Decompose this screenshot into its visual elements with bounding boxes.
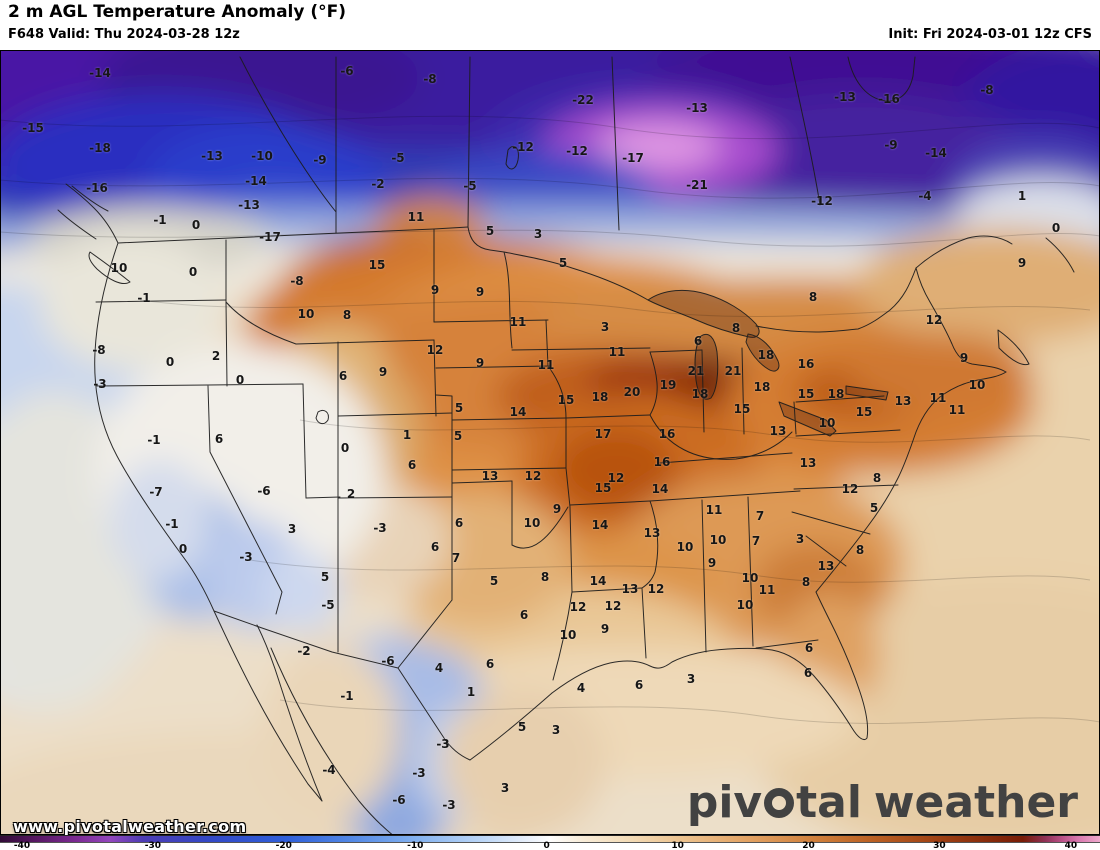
colorbar-tick-label: 30 <box>933 841 946 850</box>
anomaly-field-svg <box>0 50 1100 835</box>
colorbar-tick-label: -10 <box>407 841 424 850</box>
logo-text-post: tal <box>796 777 862 828</box>
pivotalweather-logo: piv tal weather <box>687 781 1078 825</box>
colorbar-tick-label: 40 <box>1064 841 1078 850</box>
colorbar-ticks: -40 -30 -20 -10 0 10 20 30 40 <box>0 841 1100 850</box>
model-init-label: Init: Fri 2024-03-01 12z CFS <box>888 27 1092 42</box>
map-header: 2 m AGL Temperature Anomaly (°F) F648 Va… <box>0 0 1100 50</box>
logo-text-word2: weather <box>873 777 1078 828</box>
forecast-valid-label: F648 Valid: Thu 2024-03-28 12z <box>8 27 240 42</box>
pivotalweather-logo-o-icon <box>764 788 795 818</box>
colorbar-tick-label: -20 <box>275 841 292 850</box>
colorbar-wrap: -40 -30 -20 -10 0 10 20 30 40 <box>0 835 1100 850</box>
colorbar-tick-label: -30 <box>144 841 162 850</box>
map-title: 2 m AGL Temperature Anomaly (°F) <box>8 2 347 22</box>
logo-text-pre: piv <box>686 777 763 828</box>
colorbar-tick-label: -40 <box>13 841 31 850</box>
colorbar-tick-label: 0 <box>543 841 550 850</box>
map-canvas <box>0 50 1100 835</box>
colorbar-tick-label: 10 <box>671 841 684 850</box>
colorbar <box>0 835 1100 843</box>
site-watermark: www.pivotalweather.com <box>13 817 247 836</box>
colorbar-tick-label: 20 <box>802 841 815 850</box>
